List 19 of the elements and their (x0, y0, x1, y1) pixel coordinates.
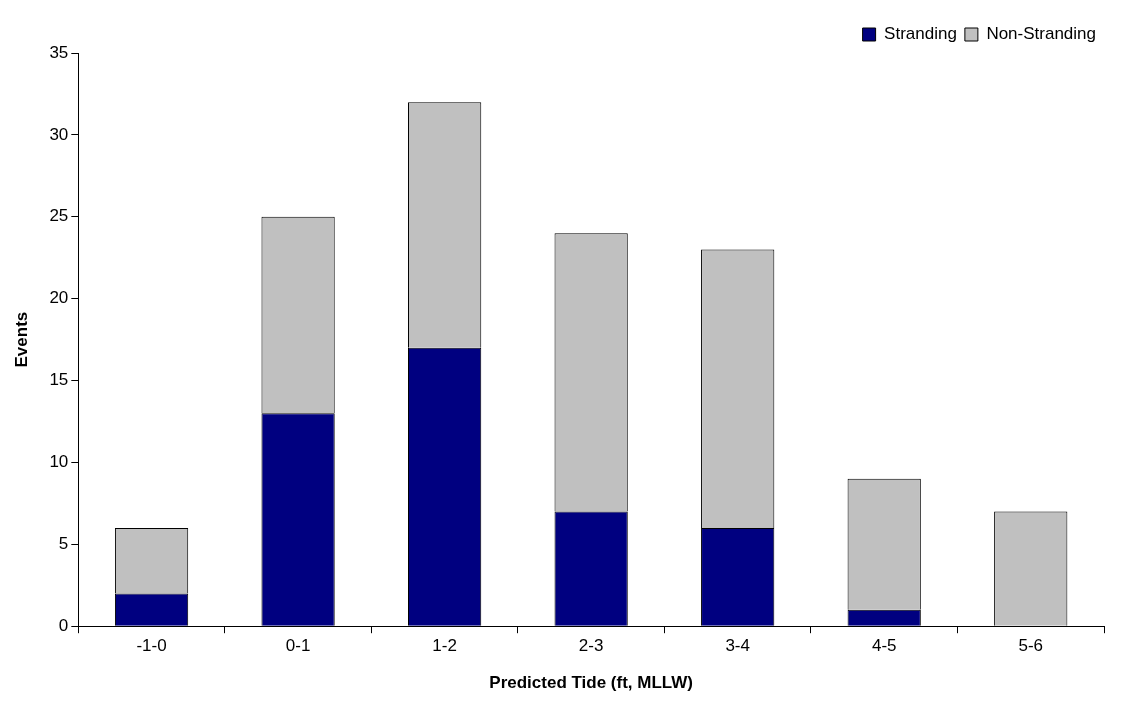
x-tick-label: 2-3 (578, 636, 604, 656)
legend-label: Non-Stranding (986, 24, 1096, 44)
y-tick-label: 30 (49, 124, 69, 144)
x-axis-title: Predicted Tide (ft, MLLW) (489, 673, 693, 693)
x-tick-label: 3-4 (725, 636, 750, 656)
legend-label: Stranding (884, 24, 957, 44)
x-tick-label: 4-5 (871, 636, 897, 656)
x-tick-label: 0-1 (285, 636, 311, 656)
y-tick-label: 10 (49, 452, 69, 472)
y-tick-label: 15 (49, 370, 69, 390)
x-tick-label: -1-0 (136, 636, 167, 656)
y-axis-title: Events (11, 311, 31, 368)
y-tick-label: 20 (49, 288, 69, 308)
y-tick-label: 35 (49, 42, 69, 62)
y-tick-label: 5 (58, 534, 69, 553)
x-tick-label: 1-2 (432, 636, 457, 656)
y-tick-label: 0 (58, 615, 69, 635)
y-tick-label: 25 (49, 206, 69, 226)
x-tick-label: 5-6 (1018, 636, 1044, 656)
